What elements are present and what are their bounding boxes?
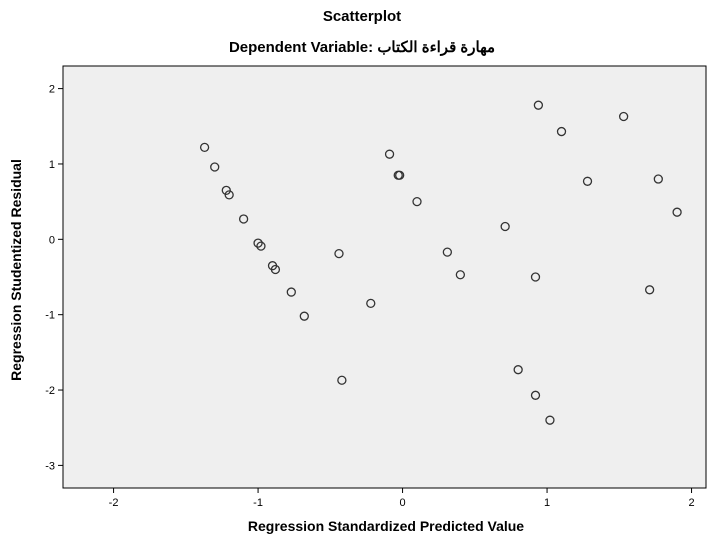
y-axis-title: Regression Studentized Residual [8,159,24,381]
data-point-25 [545,415,555,425]
x-tick-label-0: -2 [109,497,119,509]
data-point-1 [210,162,220,172]
data-point-26 [556,126,567,137]
y-tick-label-2: -1 [45,310,55,322]
chart-title: Scatterplot [323,8,401,25]
data-point-2 [221,185,231,195]
data-point-10 [299,311,309,321]
data-point-29 [644,285,655,295]
data-point-0 [199,142,210,153]
plot-area: -3 -2 -1 0 1 2 -2 -1 0 1 2 [45,65,707,509]
data-point-17 [412,196,422,207]
data-point-23 [530,390,541,400]
plot-background [62,65,707,489]
data-point-19 [455,270,466,280]
x-tick-label-1: -1 [253,497,263,509]
data-point-22 [530,272,541,282]
data-point-8 [270,264,281,275]
data-point-20 [500,221,510,232]
chart-subtitle: Dependent Variable: مهارة قراءة الكتاب [229,39,495,56]
data-point-14 [384,149,395,159]
y-tick-label-0: -3 [45,460,55,472]
data-point-11 [334,248,344,259]
data-point-3 [224,190,234,200]
data-point-18 [442,247,453,257]
x-axis-title: Regression Standardized Predicted Value [248,518,524,534]
y-tick-label-5: 2 [49,84,55,96]
data-point-5 [253,238,263,248]
data-point-6 [256,241,266,251]
y-tick-label-4: 1 [49,159,55,171]
x-tick-label-4: 2 [688,497,694,509]
x-tick-label-3: 1 [544,497,550,509]
data-point-27 [582,176,593,186]
data-point-12 [337,375,347,385]
data-point-24 [533,100,544,110]
data-point-31 [672,207,682,217]
data-point-9 [286,287,296,297]
data-point-28 [618,111,629,122]
data-point-16 [395,170,405,180]
x-tick-label-2: 0 [399,497,405,509]
data-point-13 [366,298,376,309]
y-tick-label-3: 0 [49,234,55,246]
data-point-4 [238,214,249,224]
data-point-30 [653,174,663,184]
data-point-21 [513,365,523,375]
y-tick-label-1: -2 [45,385,55,397]
